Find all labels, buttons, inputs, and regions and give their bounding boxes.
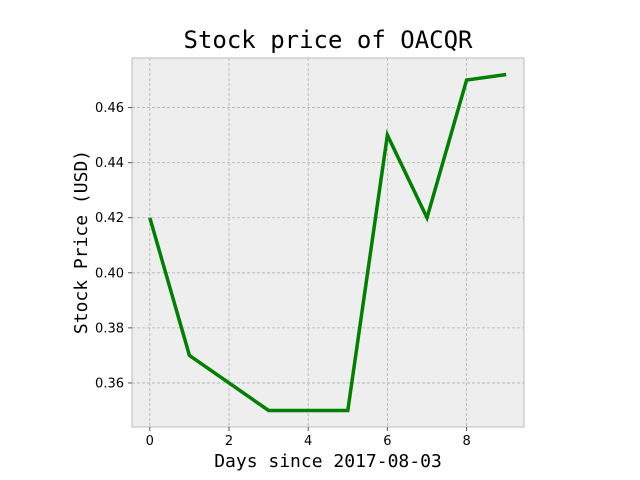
y-tick-label-4: 0.44 xyxy=(95,156,124,171)
x-tick-label-2: 4 xyxy=(304,434,312,449)
tick-marks xyxy=(128,107,468,431)
series-line-0 xyxy=(148,72,507,413)
y-axis-label: Stock Price (USD) xyxy=(71,150,92,334)
x-tick-label-3: 6 xyxy=(383,434,391,449)
y-tick-label-5: 0.46 xyxy=(95,101,124,116)
y-tick-label-2: 0.40 xyxy=(95,266,124,281)
y-tick-label-3: 0.42 xyxy=(95,211,124,226)
series-layer xyxy=(148,72,507,413)
x-tick-label-4: 8 xyxy=(462,434,470,449)
x-tick-label-0: 0 xyxy=(146,434,154,449)
y-tick-label-1: 0.38 xyxy=(95,321,124,336)
x-axis-label: Days since 2017-08-03 xyxy=(214,451,442,472)
tick-labels: 0 2 4 6 8 0.36 0.38 0.40 0.42 0.44 0.46 xyxy=(95,101,471,449)
y-tick-label-0: 0.36 xyxy=(95,376,124,391)
plot-area xyxy=(131,57,525,428)
x-tick-label-1: 2 xyxy=(225,434,233,449)
grid-lines xyxy=(132,58,524,427)
chart-title: Stock price of OACQR xyxy=(184,26,474,54)
